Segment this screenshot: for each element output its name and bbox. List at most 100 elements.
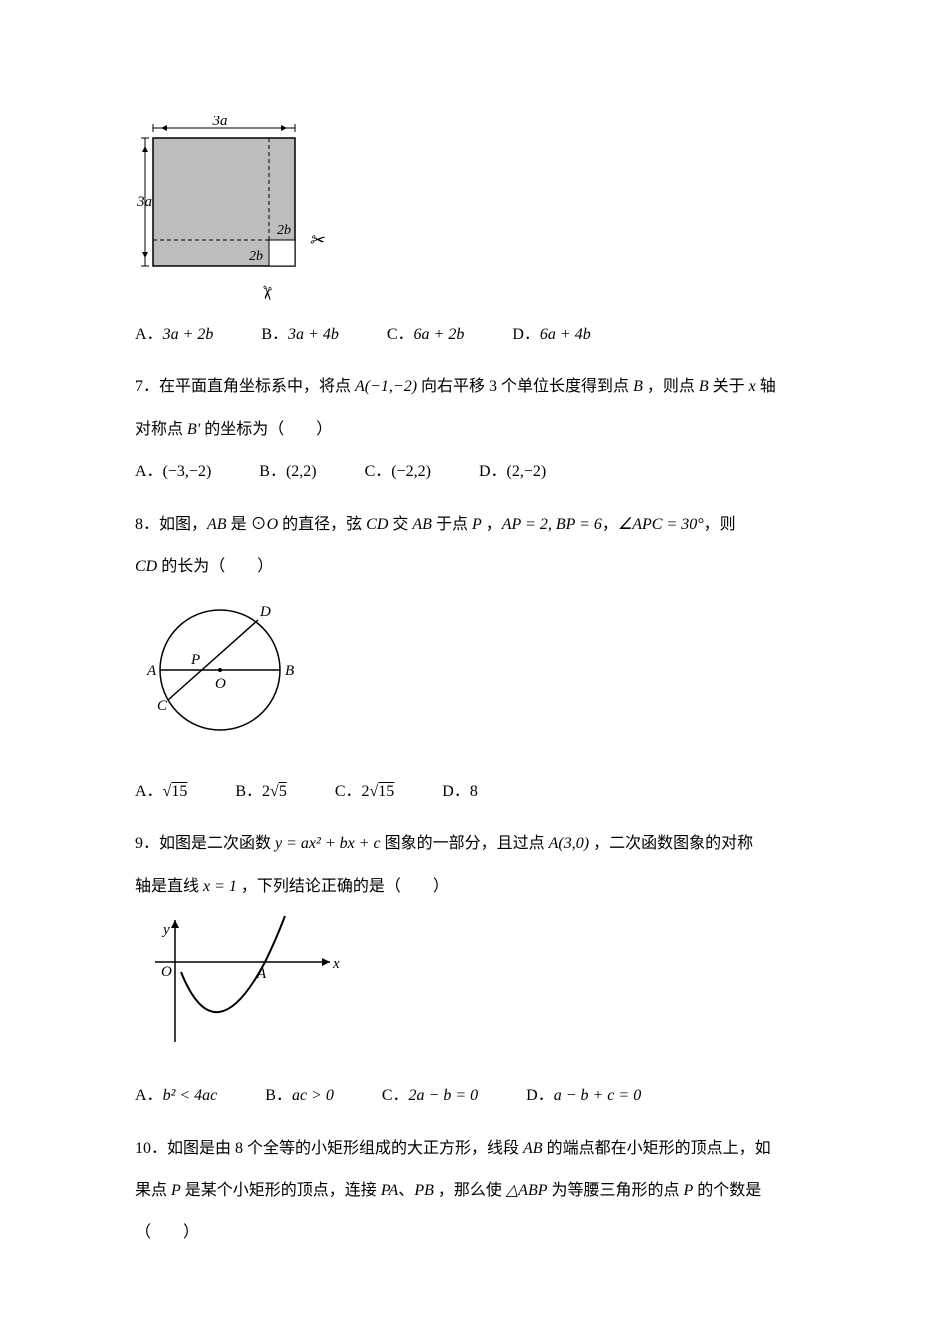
q7-options: A．(−3,−2) B．(2,2) C．(−2,2) D．(2,−2) — [135, 453, 810, 491]
q7-t4: 关于 — [709, 378, 749, 395]
q8-t2: 是 ⊙ — [227, 516, 267, 533]
q6-figure: 3a 3a 2b 2b ✂ ✂ — [135, 116, 810, 306]
q6-b-text: 3a + 4b — [288, 326, 339, 343]
q9-b-text: ac > 0 — [292, 1087, 334, 1104]
fig1-2b-bottom: 2b — [249, 249, 263, 264]
q7-t5: 轴 — [756, 378, 776, 395]
q9-A-label: A — [256, 966, 267, 982]
q8-AB: AB — [207, 516, 227, 533]
q6-options: A．3a + 2b B．3a + 4b C．6a + 2b D．6a + 4b — [135, 316, 810, 354]
q9-y-label: y — [161, 922, 170, 938]
q10-l2-4: 为等腰三角形的点 — [548, 1182, 684, 1199]
q10-tri: △ABP — [506, 1182, 548, 1199]
q8-option-b: B．2√5 — [235, 773, 286, 811]
q7-t3: ，则点 — [643, 378, 699, 395]
q10-PA: PA — [381, 1182, 398, 1199]
q7-Bprime: B' — [187, 421, 200, 438]
q7-B: B — [633, 378, 643, 395]
q9-c-text: 2a − b = 0 — [409, 1087, 479, 1104]
q9-t2: 图象的一部分，且过点 — [381, 835, 549, 852]
q9-x-label: x — [332, 956, 340, 972]
q10-t1: 10．如图是由 8 个全等的小矩形组成的大正方形，线段 — [135, 1140, 523, 1157]
q7-option-d: D．(2,−2) — [479, 453, 546, 491]
q8-D-label: D — [259, 604, 271, 620]
q9-A: A(3,0) — [549, 835, 589, 852]
q6-option-a: A．3a + 2b — [135, 316, 213, 354]
q6-a-text: 3a + 2b — [163, 326, 214, 343]
q9-stem-line2: 轴是直线 x = 1 ，下列结论正确的是（ ） — [135, 868, 810, 906]
q8-option-d: D．8 — [442, 773, 478, 811]
q8-angle: ∠APC = 30° — [618, 516, 704, 533]
q7-option-b: B．(2,2) — [259, 453, 316, 491]
q8-t1: 8．如图， — [135, 516, 207, 533]
q8-CD: CD — [366, 516, 388, 533]
q9-stem: 9．如图是二次函数 y = ax² + bx + c 图象的一部分，且过点 A(… — [135, 825, 810, 863]
q8-APeq: AP = 2, BP = 6 — [502, 516, 602, 533]
q10-stem: 10．如图是由 8 个全等的小矩形组成的大正方形，线段 AB 的端点都在小矩形的… — [135, 1130, 810, 1168]
q10-P2: P — [684, 1182, 694, 1199]
q10-comma: 、 — [398, 1182, 414, 1199]
q8-stem-line2: CD 的长为（ ） — [135, 548, 810, 586]
q9-a-text: b² < 4ac — [163, 1087, 218, 1104]
q8-l2: 的长为（ ） — [157, 558, 273, 575]
q9-O-label: O — [161, 964, 172, 980]
q6-c-text: 6a + 2b — [414, 326, 465, 343]
q6-option-c: C．6a + 2b — [387, 316, 464, 354]
q8-t6: ， — [482, 516, 502, 533]
q8-option-c: C．2√15 — [335, 773, 394, 811]
q10-stem-line2: 果点 P 是某个小矩形的顶点，连接 PA、PB ，那么使 △ABP 为等腰三角形… — [135, 1172, 810, 1210]
q6-d-text: 6a + 4b — [540, 326, 591, 343]
q10-P: P — [171, 1182, 181, 1199]
q7-b-text: (2,2) — [286, 463, 317, 480]
q9-option-d: D．a − b + c = 0 — [526, 1077, 641, 1115]
q7-a-text: (−3,−2) — [163, 463, 212, 480]
q8-A-label: A — [146, 663, 157, 679]
q8-O: O — [267, 516, 279, 533]
q9-option-b: B．ac > 0 — [265, 1077, 334, 1115]
q8-t5: 于点 — [432, 516, 472, 533]
q9-t3: ，二次函数图象的对称 — [589, 835, 753, 852]
q8-t8: ，则 — [704, 516, 736, 533]
q7-l2-2: 的坐标为（ ） — [200, 421, 332, 438]
q6-option-d: D．6a + 4b — [512, 316, 590, 354]
scissors-icon: ✂ — [309, 230, 326, 250]
q7-l2-1: 对称点 — [135, 421, 187, 438]
q9-axis: x = 1 — [203, 878, 237, 895]
q9-figure: y x O A — [135, 912, 810, 1067]
q7-stem-line2: 对称点 B' 的坐标为（ ） — [135, 411, 810, 449]
q8-option-a: A．√15 — [135, 773, 187, 811]
fig1-2b-right: 2b — [277, 223, 291, 238]
q9-t1: 9．如图是二次函数 — [135, 835, 275, 852]
q10-AB: AB — [523, 1140, 543, 1157]
q8-t7: ， — [602, 516, 618, 533]
q9-eq: y = ax² + bx + c — [275, 835, 381, 852]
q9-l2-1: 轴是直线 — [135, 878, 203, 895]
q9-d-text: a − b + c = 0 — [554, 1087, 642, 1104]
q7-option-c: C．(−2,2) — [365, 453, 431, 491]
q7-t2: 向右平移 3 个单位长度得到点 — [417, 378, 633, 395]
q10-t2: 的端点都在小矩形的顶点上，如 — [543, 1140, 771, 1157]
q10-stem-line3: （ ） — [135, 1214, 810, 1252]
q8-stem: 8．如图，AB 是 ⊙O 的直径，弦 CD 交 AB 于点 P ，AP = 2,… — [135, 506, 810, 544]
q9-option-a: A．b² < 4ac — [135, 1077, 217, 1115]
q7-x: x — [749, 378, 756, 395]
q8-P-label: P — [190, 652, 200, 668]
q7-B2: B — [699, 378, 709, 395]
q10-l2-2: 是某个小矩形的顶点，连接 — [181, 1182, 381, 1199]
q7-t1: 7．在平面直角坐标系中，将点 — [135, 378, 355, 395]
q10-l2-3: ，那么使 — [434, 1182, 506, 1199]
q8-B-label: B — [285, 663, 294, 679]
q8-t3: 的直径，弦 — [278, 516, 366, 533]
q9-l2-2: ，下列结论正确的是（ ） — [237, 878, 449, 895]
q7-d-text: (2,−2) — [507, 463, 547, 480]
q9-options: A．b² < 4ac B．ac > 0 C．2a − b = 0 D．a − b… — [135, 1077, 810, 1115]
q6-option-b: B．3a + 4b — [261, 316, 338, 354]
fig1-left-label: 3a — [136, 194, 152, 210]
q8-C-label: C — [157, 698, 168, 714]
q8-CD2: CD — [135, 558, 157, 575]
q8-AB2: AB — [412, 516, 432, 533]
scissors-icon: ✂ — [257, 284, 277, 301]
q8-t4: 交 — [388, 516, 412, 533]
q8-figure: P O A B C D — [135, 592, 810, 762]
q7-option-a: A．(−3,−2) — [135, 453, 211, 491]
